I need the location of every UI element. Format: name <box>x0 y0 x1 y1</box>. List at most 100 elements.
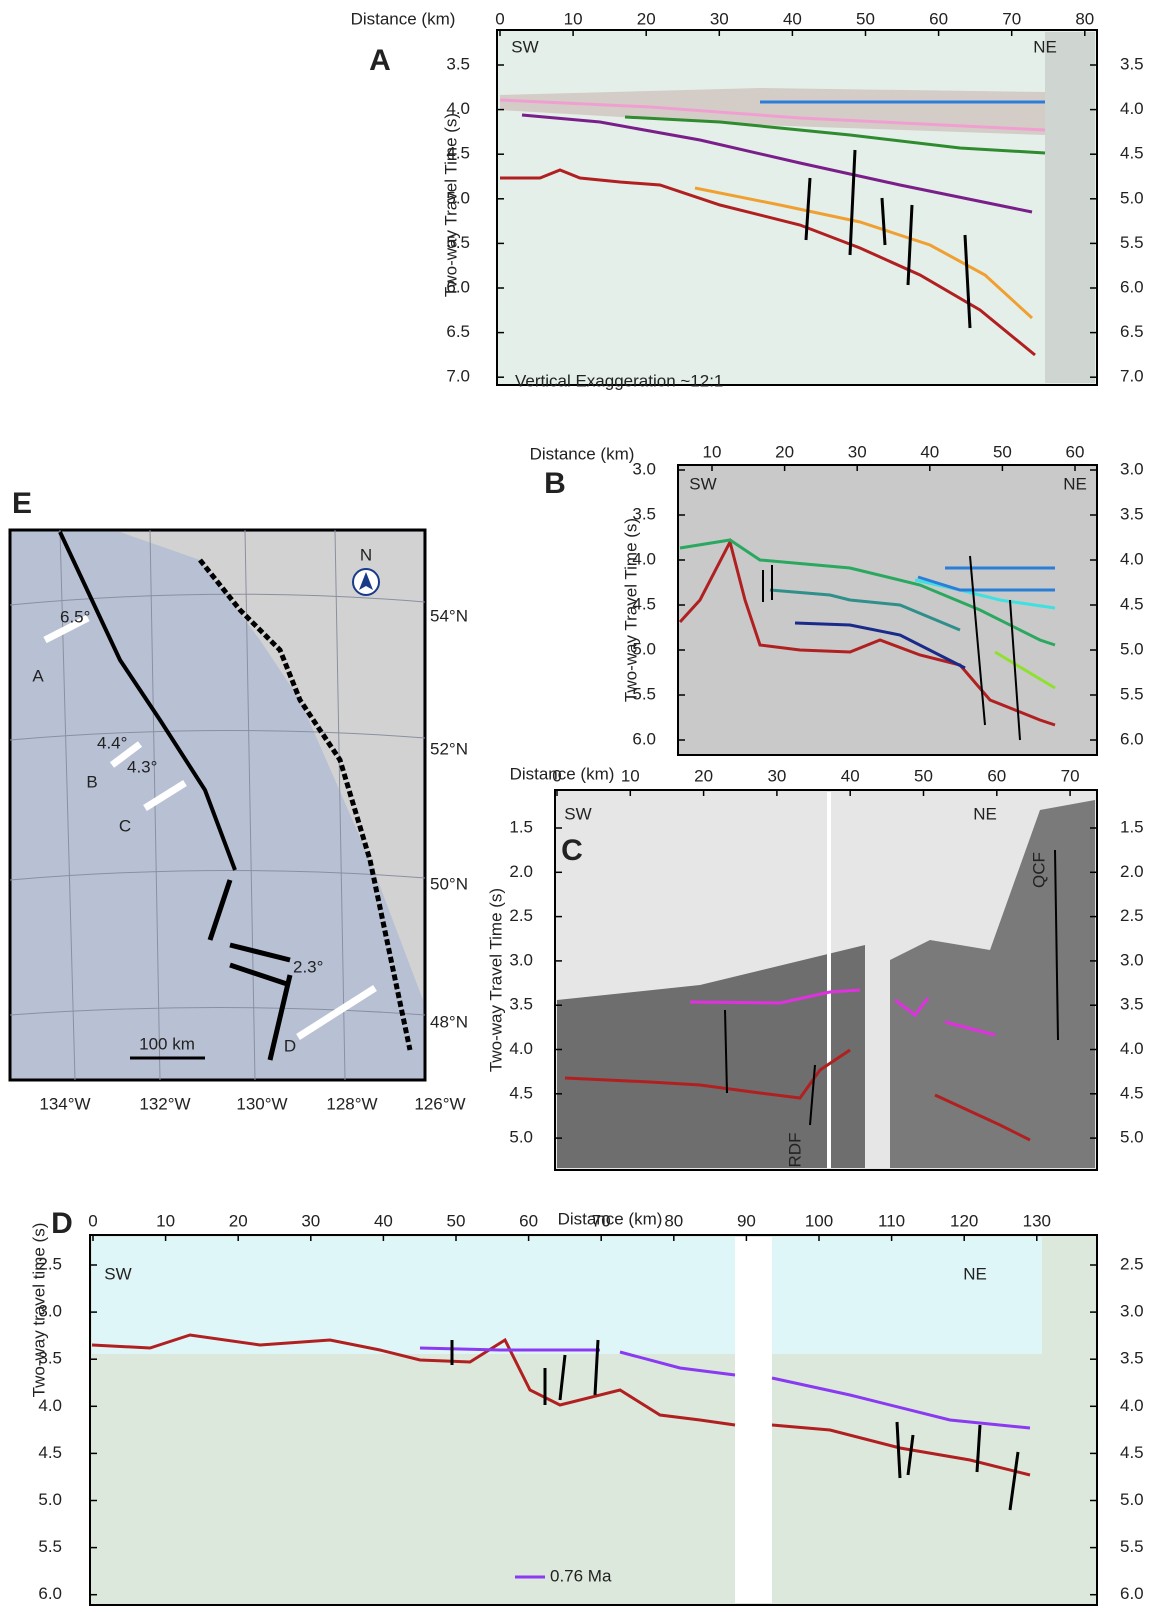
y-tick-label: 3.5 <box>509 995 533 1014</box>
longitude-label: 134°W <box>39 1094 90 1113</box>
x-tick-label: 50 <box>447 1211 466 1230</box>
panel-label: B <box>544 467 566 500</box>
y-tick-label: 2.5 <box>509 906 533 925</box>
annotation: NE <box>1063 474 1087 493</box>
y-tick-label: 3.0 <box>38 1302 62 1321</box>
y-tick-label: 5.5 <box>38 1537 62 1556</box>
y-tick-label: 4.0 <box>1120 549 1144 568</box>
y-tick-label: 4.0 <box>1120 99 1144 118</box>
y-tick-label: 3.5 <box>446 54 470 73</box>
panel-label: C <box>561 834 583 867</box>
y-tick-label: 3.0 <box>632 459 656 478</box>
x-axis-title: Distance (km) <box>351 9 456 28</box>
x-tick-label: 100 <box>805 1211 833 1230</box>
y-tick-label: 3.0 <box>1120 1302 1144 1321</box>
latitude-label: 48°N <box>430 1012 468 1031</box>
profile-dip: 2.3° <box>293 957 323 976</box>
y-tick-label: 2.5 <box>1120 906 1144 925</box>
x-axis-title: Distance (km) <box>510 764 615 783</box>
panel-label: A <box>369 44 391 77</box>
y-tick-label: 6.5 <box>1120 322 1144 341</box>
longitude-label: 126°W <box>414 1094 465 1113</box>
x-tick-label: 20 <box>229 1211 248 1230</box>
profile-dip: 4.4° <box>97 733 127 752</box>
annotation: Vertical Exaggeration ~12:1 <box>515 371 723 390</box>
y-tick-label: 5.0 <box>632 639 656 658</box>
x-tick-label: 0 <box>88 1211 97 1230</box>
y-tick-label: 6.0 <box>1120 277 1144 296</box>
x-tick-label: 40 <box>374 1211 393 1230</box>
x-tick-label: 10 <box>156 1211 175 1230</box>
x-tick-label: 90 <box>737 1211 756 1230</box>
north-label: N <box>360 545 372 564</box>
y-tick-label: 7.0 <box>1120 367 1144 386</box>
y-tick-label: 5.0 <box>1120 188 1144 207</box>
annotation: NE <box>973 804 997 823</box>
labels: A Distance (km) Two-way Travel Time (s) 0 10… <box>12 9 1144 1603</box>
profile-name: B <box>86 772 97 791</box>
y-tick-label: 4.5 <box>446 144 470 163</box>
x-tick-label: 60 <box>519 1211 538 1230</box>
x-tick-label: 70 <box>592 1211 611 1230</box>
y-tick-label: 2.5 <box>1120 1254 1144 1273</box>
x-tick-label: 110 <box>878 1211 905 1230</box>
scale-bar-label: 100 km <box>139 1034 195 1053</box>
y-tick-label: 3.5 <box>1120 1349 1144 1368</box>
y-tick-label: 6.0 <box>38 1584 62 1603</box>
x-tick-label: 60 <box>929 9 948 28</box>
y-tick-label: 3.0 <box>1120 950 1144 969</box>
annotation: SW <box>564 804 591 823</box>
panel-label: E <box>12 487 32 520</box>
y-axis-title: Two-way travel time (s) <box>29 1223 48 1398</box>
x-tick-label: 50 <box>856 9 875 28</box>
y-tick-label: 4.0 <box>446 99 470 118</box>
y-tick-label: 5.5 <box>446 233 470 252</box>
x-axis-title: Distance (km) <box>558 1209 663 1228</box>
legend-label: 0.76 Ma <box>550 1566 612 1585</box>
latitude-label: 52°N <box>430 739 468 758</box>
x-tick-label: 50 <box>914 766 933 785</box>
y-tick-label: 4.0 <box>38 1396 62 1415</box>
y-tick-label: 5.5 <box>1120 233 1144 252</box>
y-tick-label: 6.0 <box>632 729 656 748</box>
y-tick-label: 4.0 <box>1120 1039 1144 1058</box>
latitude-label: 54°N <box>430 606 468 625</box>
y-tick-label: 6.5 <box>446 322 470 341</box>
y-tick-label: 5.0 <box>38 1490 62 1509</box>
profile-dip: 6.5° <box>60 607 90 626</box>
y-tick-label: 4.0 <box>509 1039 533 1058</box>
y-axis-title: Two-way Travel Time (s) <box>486 888 505 1072</box>
y-axis-title: Two-way Travel Time (s) <box>441 113 460 297</box>
y-tick-label: 5.5 <box>632 684 656 703</box>
y-tick-label: 6.0 <box>446 277 470 296</box>
y-axis-title: Two-way Travel Time (s) <box>621 518 640 702</box>
y-tick-label: 5.0 <box>1120 639 1144 658</box>
y-tick-label: 2.0 <box>1120 862 1144 881</box>
profile-dip: 4.3° <box>127 757 157 776</box>
longitude-label: 130°W <box>236 1094 287 1113</box>
y-tick-label: 6.0 <box>1120 729 1144 748</box>
y-tick-label: 4.5 <box>509 1083 533 1102</box>
panel-b-image <box>677 464 1098 756</box>
x-tick-label: 50 <box>993 442 1012 461</box>
x-tick-label: 70 <box>1061 766 1080 785</box>
y-tick-label: 5.0 <box>509 1128 533 1147</box>
panel-d-image <box>89 1234 1098 1606</box>
y-tick-label: 5.0 <box>1120 1128 1144 1147</box>
x-tick-label: 60 <box>1066 442 1085 461</box>
x-axis-title: Distance (km) <box>530 444 635 463</box>
y-tick-label: 3.5 <box>1120 54 1144 73</box>
x-tick-label: 20 <box>775 442 794 461</box>
y-tick-label: 7.0 <box>446 367 470 386</box>
x-tick-label: 80 <box>1075 9 1094 28</box>
y-tick-label: 5.5 <box>1120 1537 1144 1556</box>
y-tick-label: 4.5 <box>1120 144 1144 163</box>
x-tick-label: 60 <box>987 766 1006 785</box>
y-tick-label: 4.0 <box>632 549 656 568</box>
y-tick-label: 2.0 <box>509 862 533 881</box>
x-tick-label: 70 <box>1002 9 1021 28</box>
x-tick-label: 30 <box>767 766 786 785</box>
x-tick-label: 30 <box>710 9 729 28</box>
x-tick-label: 10 <box>564 9 583 28</box>
